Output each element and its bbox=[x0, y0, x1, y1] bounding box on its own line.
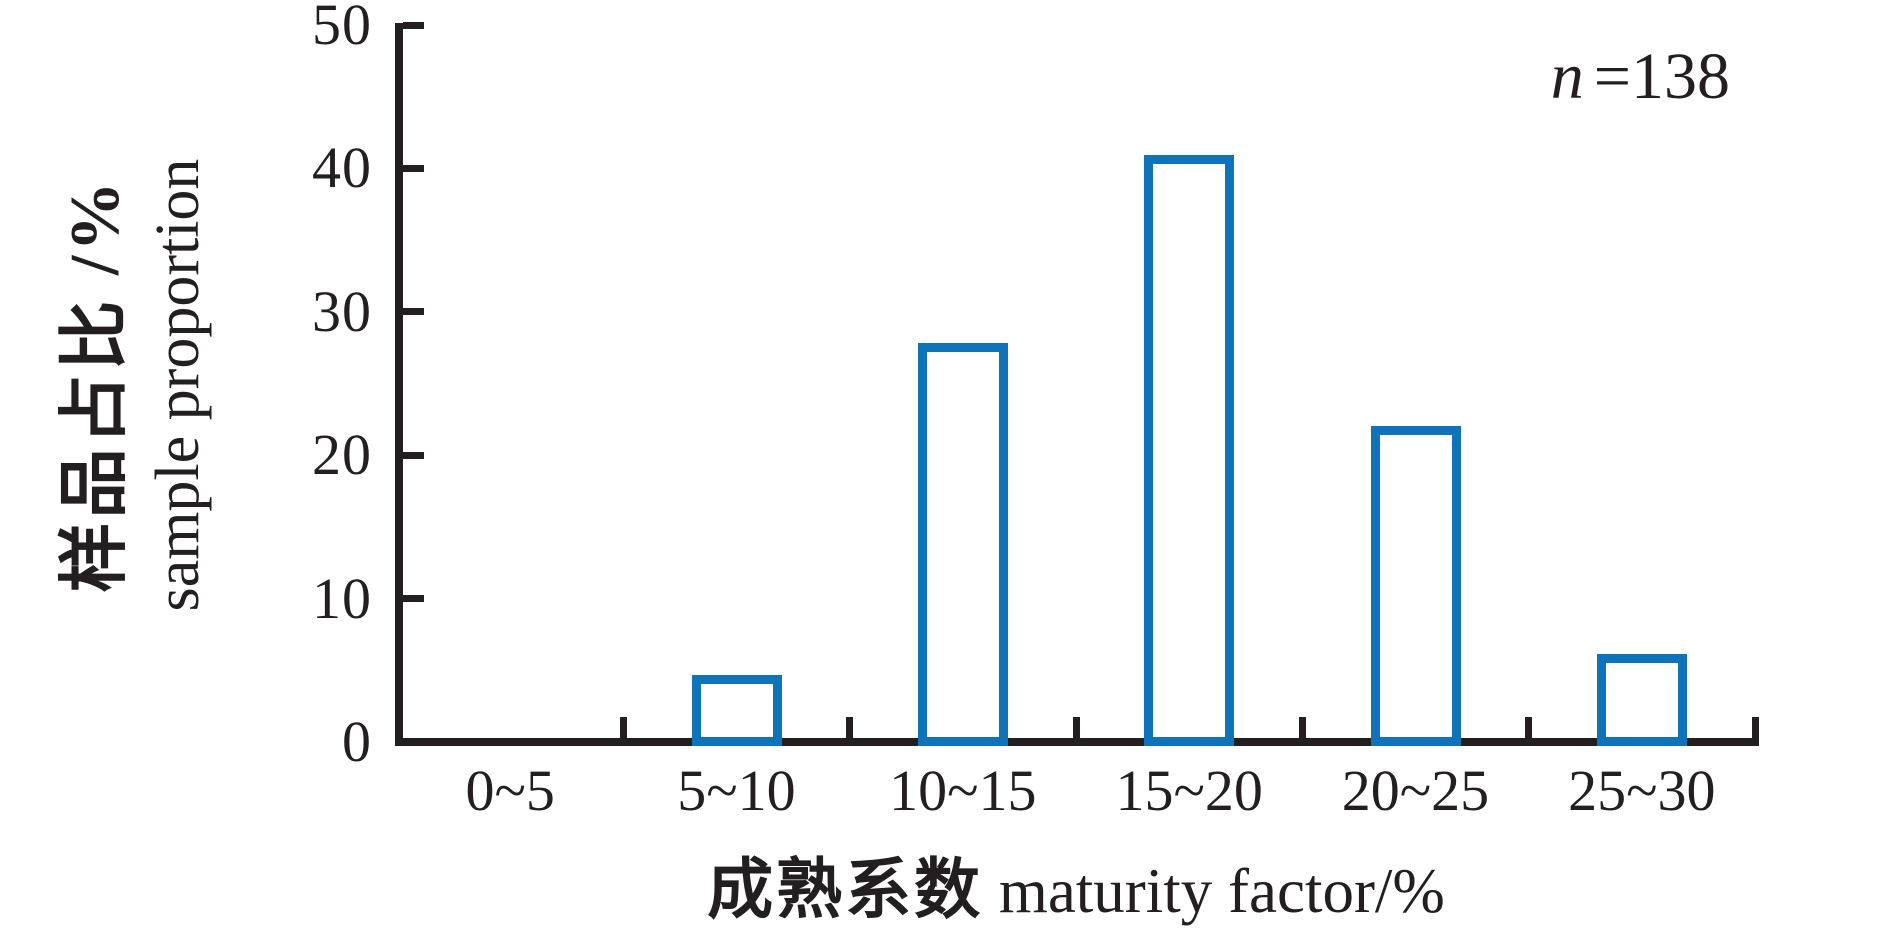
sample-size-annotation: n =138 bbox=[1390, 42, 1730, 112]
y-axis-title-en: sample proportion bbox=[144, 158, 212, 612]
x-axis-tick bbox=[1751, 717, 1759, 738]
x-axis-title-zh: 成熟系数 bbox=[707, 854, 984, 927]
bar bbox=[691, 675, 782, 746]
y-tick-label: 50 bbox=[312, 0, 372, 57]
y-axis-tick bbox=[403, 308, 424, 316]
y-axis-tick bbox=[403, 21, 424, 29]
y-tick-label: 0 bbox=[342, 709, 372, 774]
y-tick-label: 10 bbox=[312, 565, 372, 631]
x-axis-tick bbox=[1525, 717, 1533, 738]
y-tick-label: 20 bbox=[312, 422, 372, 488]
x-axis-tick bbox=[1298, 717, 1306, 738]
x-axis-title-en: maturity factor/% bbox=[983, 856, 1445, 926]
sample-size-value: =138 bbox=[1593, 40, 1730, 113]
y-axis-title-zh: 样品占比 /% bbox=[57, 177, 134, 593]
y-axis-tick bbox=[403, 595, 424, 603]
x-category-label: 10~15 bbox=[889, 758, 1037, 823]
bar bbox=[917, 343, 1008, 746]
x-category-label: 0~5 bbox=[465, 758, 555, 823]
y-tick-label: 40 bbox=[312, 135, 372, 201]
bar bbox=[1596, 654, 1687, 746]
y-tick-label: 30 bbox=[312, 278, 372, 344]
x-axis-tick bbox=[1072, 717, 1080, 738]
y-axis-tick bbox=[403, 164, 424, 172]
y-axis-title: 样品占比 /% sample proportion bbox=[52, 0, 222, 770]
sample-size-symbol: n bbox=[1550, 40, 1584, 113]
x-axis-tick bbox=[619, 717, 627, 738]
bar bbox=[1370, 426, 1461, 746]
bar bbox=[1144, 155, 1235, 746]
x-category-label: 25~30 bbox=[1568, 758, 1716, 823]
x-axis-tick bbox=[846, 717, 854, 738]
y-axis-line bbox=[395, 23, 403, 746]
x-category-label: 20~25 bbox=[1341, 758, 1490, 823]
y-axis-tick bbox=[403, 451, 424, 459]
x-axis-line bbox=[395, 738, 1759, 746]
x-category-label: 5~10 bbox=[677, 758, 796, 823]
x-axis-title: 成熟系数 maturity factor/% bbox=[397, 836, 1755, 932]
x-category-label: 15~20 bbox=[1115, 758, 1263, 823]
